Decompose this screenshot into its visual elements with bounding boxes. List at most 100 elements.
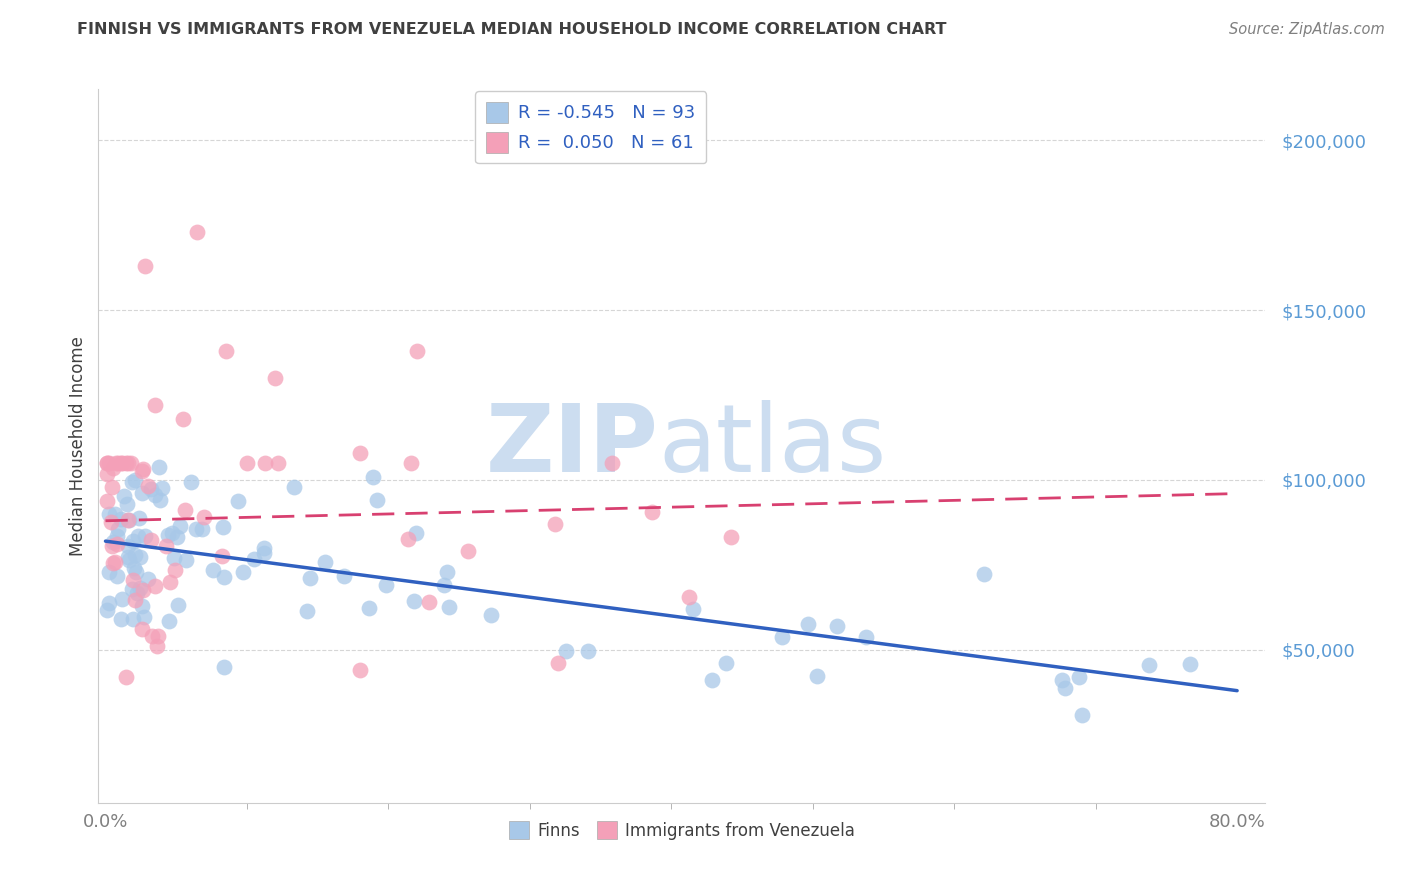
Point xyxy=(117,549,139,564)
Point xyxy=(700,673,723,688)
Point xyxy=(121,573,143,587)
Point xyxy=(128,510,150,524)
Point xyxy=(1050,673,1073,687)
Point xyxy=(127,529,149,543)
Point xyxy=(418,595,440,609)
Point xyxy=(141,629,163,643)
Point xyxy=(157,528,180,542)
Point xyxy=(121,475,143,489)
Point xyxy=(146,629,169,643)
Point xyxy=(159,574,181,589)
Point xyxy=(806,669,828,683)
Point xyxy=(678,590,700,604)
Legend: Finns, Immigrants from Venezuela: Finns, Immigrants from Venezuela xyxy=(501,814,863,848)
Point xyxy=(162,526,184,541)
Point xyxy=(111,456,134,470)
Point xyxy=(366,492,388,507)
Point xyxy=(252,546,274,560)
Point xyxy=(136,479,159,493)
Point xyxy=(98,596,121,610)
Point xyxy=(146,639,169,653)
Point xyxy=(547,657,569,671)
Point xyxy=(544,516,567,531)
Point xyxy=(1139,657,1161,672)
Point xyxy=(118,513,141,527)
Point xyxy=(361,470,384,484)
Text: atlas: atlas xyxy=(658,400,887,492)
Point xyxy=(267,456,290,470)
Point xyxy=(359,601,381,615)
Point xyxy=(855,630,877,644)
Text: FINNISH VS IMMIGRANTS FROM VENEZUELA MEDIAN HOUSEHOLD INCOME CORRELATION CHART: FINNISH VS IMMIGRANTS FROM VENEZUELA MED… xyxy=(77,22,946,37)
Point xyxy=(122,534,145,549)
Point xyxy=(117,513,139,527)
Point xyxy=(349,446,371,460)
Point xyxy=(298,571,321,585)
Point xyxy=(1070,707,1092,722)
Point xyxy=(117,539,139,553)
Point xyxy=(157,615,180,629)
Point xyxy=(252,541,274,555)
Point xyxy=(163,563,186,577)
Point xyxy=(124,473,146,487)
Point xyxy=(720,530,742,544)
Point xyxy=(132,462,155,476)
Point xyxy=(973,566,995,581)
Point xyxy=(131,486,153,500)
Point xyxy=(1178,657,1201,671)
Point xyxy=(117,553,139,567)
Point xyxy=(101,535,124,549)
Point xyxy=(96,603,118,617)
Point xyxy=(100,515,122,529)
Point xyxy=(174,553,197,567)
Point xyxy=(600,456,623,470)
Point xyxy=(98,456,121,470)
Point xyxy=(143,488,166,502)
Point xyxy=(105,456,128,470)
Point xyxy=(1067,670,1090,684)
Point xyxy=(150,481,173,495)
Point xyxy=(128,549,150,564)
Point xyxy=(333,569,356,583)
Point xyxy=(437,599,460,614)
Point xyxy=(134,529,156,543)
Text: Source: ZipAtlas.com: Source: ZipAtlas.com xyxy=(1229,22,1385,37)
Point xyxy=(202,563,225,577)
Point xyxy=(283,480,305,494)
Point xyxy=(125,586,148,600)
Point xyxy=(104,508,127,522)
Point xyxy=(134,259,156,273)
Point xyxy=(143,398,166,412)
Point xyxy=(191,522,214,536)
Point xyxy=(105,529,128,543)
Point xyxy=(143,579,166,593)
Point xyxy=(110,456,132,470)
Text: ZIP: ZIP xyxy=(485,400,658,492)
Point xyxy=(163,551,186,566)
Point xyxy=(243,551,266,566)
Point xyxy=(105,569,128,583)
Point xyxy=(96,467,118,482)
Point xyxy=(131,599,153,614)
Point xyxy=(139,533,162,548)
Point xyxy=(432,578,454,592)
Point xyxy=(457,543,479,558)
Point xyxy=(96,456,118,470)
Point xyxy=(254,456,277,470)
Point xyxy=(212,570,235,584)
Point xyxy=(211,519,233,533)
Point xyxy=(98,507,121,521)
Point xyxy=(96,494,118,508)
Point xyxy=(125,566,148,580)
Point xyxy=(132,583,155,598)
Point xyxy=(184,522,207,536)
Point xyxy=(554,644,576,658)
Point xyxy=(117,456,139,470)
Point xyxy=(169,519,191,533)
Point xyxy=(264,371,287,385)
Point xyxy=(139,482,162,496)
Point xyxy=(155,540,177,554)
Point xyxy=(232,565,254,579)
Point xyxy=(122,561,145,575)
Point xyxy=(96,456,118,470)
